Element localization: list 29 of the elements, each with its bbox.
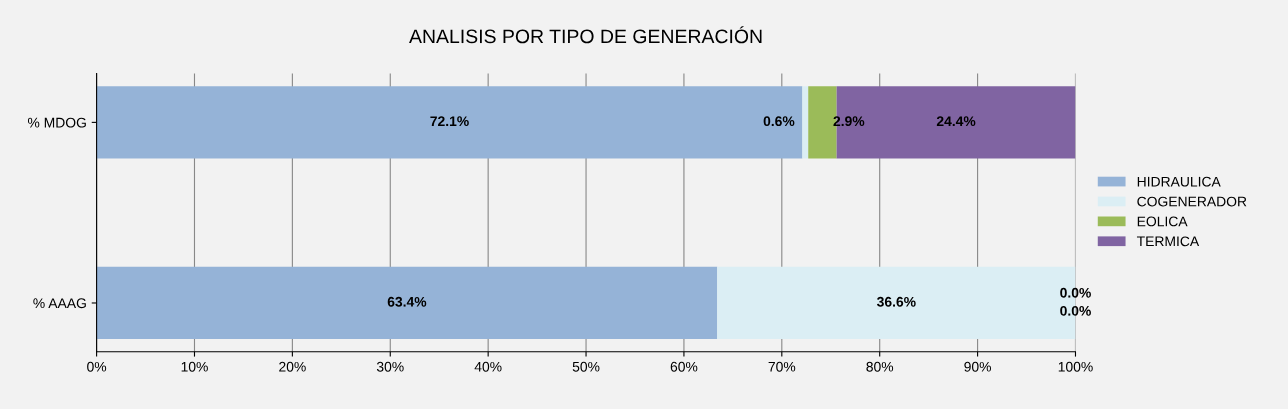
data-label: 24.4% — [936, 116, 976, 127]
chart-title: ANALISIS POR TIPO DE GENERACIÓN — [409, 26, 762, 44]
y-tick-label: % AAAG — [33, 298, 86, 309]
x-tick-label: 20% — [279, 361, 306, 372]
x-tick-label: 0% — [87, 361, 107, 372]
legend-label: EOLICA — [1137, 216, 1188, 227]
y-tick-label: % MDOG — [27, 117, 86, 128]
legend-label: HIDRAULICA — [1137, 176, 1221, 187]
x-tick-label: 10% — [181, 361, 208, 372]
bar — [802, 86, 809, 159]
data-label: 0.0% — [1060, 305, 1091, 316]
data-label: 36.6% — [876, 296, 916, 307]
bar — [96, 266, 718, 340]
bar — [96, 86, 803, 159]
legend-label: TERMICA — [1136, 236, 1200, 247]
x-tick-label: 70% — [768, 361, 796, 372]
data-label: 63.4% — [387, 296, 427, 307]
x-tick-label: 50% — [572, 361, 600, 372]
legend-label: COGENERADOR — [1137, 196, 1247, 207]
data-label: 2.9% — [833, 116, 865, 127]
data-label: 0.0% — [1060, 287, 1091, 298]
data-label: 72.1% — [430, 116, 469, 127]
data-label: 0.6% — [763, 116, 795, 127]
x-tick-label: 90% — [964, 361, 991, 372]
x-tick-label: 100% — [1058, 361, 1093, 372]
x-tick-label: 30% — [376, 361, 404, 372]
x-tick-label: 40% — [474, 361, 502, 372]
x-tick-label: 60% — [670, 361, 698, 372]
x-tick-label: 80% — [866, 361, 894, 372]
